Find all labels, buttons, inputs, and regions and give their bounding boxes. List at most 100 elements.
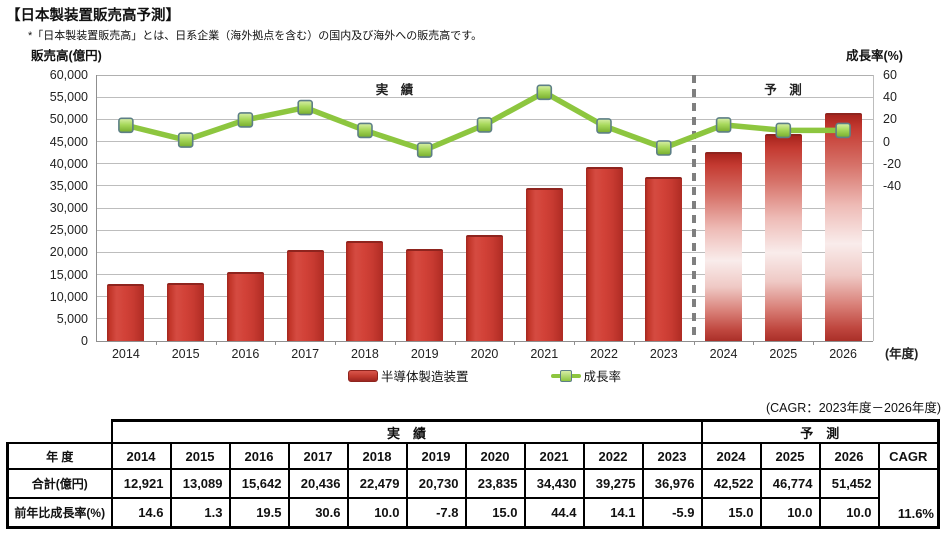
y-axis-label: 60,000 [49, 68, 88, 82]
table-corner-spacer [7, 420, 113, 444]
year-header-2014: 2014 [110, 442, 172, 470]
growth-marker-2016 [237, 112, 254, 128]
bar-2022 [585, 166, 623, 341]
bar-2015 [167, 282, 205, 341]
bar-2017 [286, 250, 324, 341]
x-label-2024: 2024 [709, 347, 738, 361]
x-label-2025: 2025 [769, 347, 798, 361]
growth-cell-2020: 15.0 [464, 497, 526, 529]
y-axis-label: 35,000 [49, 178, 88, 193]
year-header-2016: 2016 [228, 442, 290, 470]
total-cell-2022: 39,275 [582, 468, 644, 499]
x-label-2020: 2020 [470, 347, 499, 361]
forecast-divider [691, 75, 696, 341]
growth-cell-2021: 44.4 [523, 497, 585, 529]
bar-2023 [645, 177, 683, 341]
bar-2019 [406, 249, 444, 341]
x-axis-tick [633, 341, 635, 345]
x-axis-tick [275, 341, 277, 345]
x-label-2017: 2017 [291, 347, 320, 361]
gridline [96, 207, 873, 209]
year-header-2017: 2017 [287, 442, 349, 470]
combo-chart: 60,000 55,000 50,000 45,000 40,000 35,000 30,0… [49, 68, 919, 361]
x-label-2021: 2021 [530, 347, 559, 361]
x-axis-tick [514, 341, 516, 345]
x-label-2022: 2022 [590, 347, 618, 361]
x-label-2018: 2018 [351, 347, 379, 361]
y-axis-label: 0 [81, 334, 88, 348]
x-label-2019: 2019 [410, 347, 439, 361]
x-axis-tick [813, 341, 815, 345]
group-header-forecast: 予 測 [700, 419, 940, 444]
right-axis-label: 60 [883, 68, 897, 82]
y-axis-label: 45,000 [49, 134, 88, 149]
year-header-2021: 2021 [523, 442, 585, 470]
right-axis-label: 20 [883, 112, 897, 127]
group-header-actual: 実 績 [110, 419, 703, 444]
legend-line-label: 成長率 [583, 370, 622, 384]
growth-cell-2025: 10.0 [759, 497, 821, 529]
year-header-2025: 2025 [759, 442, 821, 470]
growth-cell-2023: -5.9 [641, 497, 703, 529]
growth-cell-2022: 14.1 [582, 497, 644, 529]
gridline [96, 141, 873, 142]
right-axis-label: -40 [883, 178, 902, 193]
right-axis-label: 0 [883, 134, 890, 149]
growth-row-header: 前年比成長率(%) [6, 497, 113, 529]
growth-marker-2024 [715, 117, 732, 133]
y-axis-label: 55,000 [49, 90, 88, 105]
growth-cell-2026: 10.0 [818, 497, 880, 529]
year-header-2018: 2018 [346, 442, 408, 470]
growth-marker-2014 [118, 117, 134, 134]
bar-2024 [705, 152, 743, 341]
x-axis-tick [335, 341, 337, 345]
year-header-2024: 2024 [700, 442, 762, 470]
cagr-header: CAGR [877, 442, 940, 470]
growth-cell-2016: 19.5 [228, 497, 290, 529]
x-label-2026: 2026 [829, 347, 857, 361]
bar-2016 [226, 271, 264, 341]
bar-2021 [525, 188, 563, 341]
page-note: *「日本製装置販売高」とは、日系企業（海外拠点を含む）の国内及び海外への販売高で… [28, 30, 483, 42]
bar-2020 [466, 235, 503, 341]
total-cell-2026: 51,452 [818, 468, 880, 499]
total-cell-2021: 34,430 [523, 468, 585, 499]
y-axis-label: 15,000 [49, 267, 88, 282]
x-axis-tick [215, 341, 217, 345]
chart-legend: 半導体製造装置 成長率 [96, 366, 873, 385]
growth-marker-2017 [297, 99, 313, 116]
x-axis-tick [753, 341, 755, 345]
total-cell-2018: 22,479 [346, 468, 408, 499]
total-cell-2019: 20,730 [405, 468, 467, 499]
x-axis-line [96, 340, 873, 342]
total-cell-2023: 36,976 [641, 468, 703, 499]
total-cell-2020: 23,835 [464, 468, 526, 499]
legend-item-line: 成長率 [550, 366, 622, 385]
growth-rate-line-series [118, 84, 851, 158]
year-header-2020: 2020 [464, 442, 526, 470]
growth-cell-2019: -7.8 [405, 497, 467, 529]
x-axis-tick [574, 341, 576, 345]
y-axis-label: 5,000 [56, 311, 88, 326]
x-axis-tick [155, 341, 157, 345]
y-axis-label: 10,000 [49, 289, 88, 304]
x-axis-tick [454, 341, 456, 345]
year-header-2022: 2022 [582, 442, 644, 470]
growth-marker-2022 [596, 118, 612, 134]
y-axis-label: 50,000 [49, 112, 88, 127]
total-cell-2014: 12,921 [110, 468, 172, 499]
growth-cell-2018: 10.0 [346, 497, 408, 529]
year-row-header: 年 度 [6, 442, 113, 470]
total-row-header: 合計(億円) [6, 468, 113, 499]
sales-data-table: 実 績予 測年 度 2014 2015 2016 2017 2018 2019 2020 202… [6, 419, 940, 529]
bar-2018 [346, 241, 384, 341]
bar-2014 [107, 283, 145, 341]
x-axis-unit-label: (年度) [885, 347, 919, 361]
cagr-value-cell: 11.6% [877, 468, 940, 529]
total-cell-2017: 20,436 [287, 468, 349, 499]
x-axis-tick [394, 341, 396, 345]
right-axis-label: 40 [883, 90, 897, 105]
growth-marker-2023 [655, 140, 672, 156]
growth-marker-2020 [476, 117, 493, 133]
gridline [96, 229, 873, 231]
